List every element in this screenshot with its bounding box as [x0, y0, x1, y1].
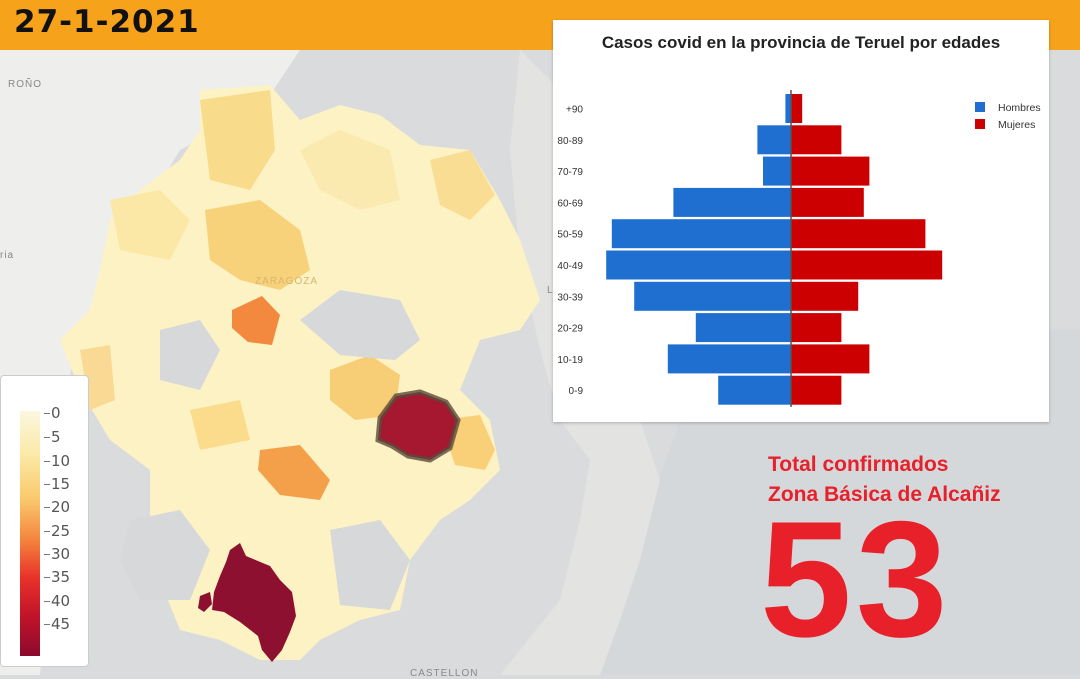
color-scale-gradient	[20, 411, 40, 656]
bar-mujeres-20-29	[791, 313, 842, 343]
legend-tick-label: 20	[51, 498, 71, 516]
bar-hombres-70-79	[763, 156, 791, 186]
legend-label-hombres: Hombres	[998, 102, 1041, 114]
color-scale-legend: 0 5 10 15 20 25 30 35 40 45	[0, 375, 89, 667]
age-pyramid-chart: +90 80-89 70-79 60-69 50-59 40-49 30-39 20-29 10…	[557, 90, 1041, 407]
y-tick-label: 50-59	[557, 230, 583, 241]
bar-mujeres-50-59	[791, 219, 926, 249]
legend-tick-label: 35	[51, 568, 71, 586]
date-label: 27-1-2021	[14, 4, 200, 40]
y-tick-label: 80-89	[557, 136, 583, 147]
bar-hombres-20-29	[695, 313, 791, 343]
legend-tick-label: 5	[51, 428, 61, 446]
y-tick-label: 10-19	[557, 355, 583, 366]
y-tick-label: +90	[566, 105, 583, 116]
legend-swatch-mujeres	[975, 119, 985, 129]
legend-swatch-hombres	[975, 102, 985, 112]
y-tick-label: 20-29	[557, 324, 583, 335]
bar-hombres-60-69	[673, 187, 791, 217]
legend-tick-label: 30	[51, 545, 71, 563]
bar-mujeres-30-39	[791, 281, 859, 311]
legend-tick-label: 40	[51, 592, 71, 610]
bar-hombres-+90	[785, 94, 791, 123]
bar-hombres-10-19	[667, 344, 791, 374]
bar-hombres-40-49	[606, 250, 791, 280]
legend-tick-label: 15	[51, 475, 71, 493]
bar-hombres-80-89	[757, 125, 791, 155]
legend-label-mujeres: Mujeres	[998, 119, 1035, 131]
bar-hombres-50-59	[611, 219, 791, 249]
y-tick-label: 60-69	[557, 198, 583, 209]
total-confirmed-label: Total confirmados	[768, 453, 949, 476]
legend-tick-label: 25	[51, 522, 71, 540]
map-label-bottom: CASTELLON	[410, 668, 479, 679]
bar-mujeres-+90	[791, 94, 803, 123]
map-label-left-edge: ria	[0, 250, 15, 261]
bar-hombres-30-39	[634, 281, 791, 311]
chart-title: Casos covid en la provincia de Teruel po…	[601, 33, 1001, 52]
legend-tick-label: 10	[51, 452, 71, 470]
y-tick-label: 40-49	[557, 261, 583, 272]
health-zone-label: Zona Básica de Alcañiz	[768, 483, 1001, 506]
bar-mujeres-0-9	[791, 375, 842, 405]
map-label-top-left: ROÑO	[8, 79, 42, 90]
y-tick-label: 70-79	[557, 167, 583, 178]
map-label-city: ZARAGOZA	[255, 276, 319, 287]
bar-mujeres-80-89	[791, 125, 842, 155]
bar-hombres-0-9	[718, 375, 791, 405]
bar-mujeres-60-69	[791, 187, 864, 217]
legend-tick-label: 0	[51, 404, 61, 422]
y-tick-label: 30-39	[557, 292, 583, 303]
legend-tick-label: 45	[51, 615, 71, 633]
age-pyramid-chart-panel: Casos covid en la provincia de Teruel po…	[553, 20, 1049, 422]
map-label-right-edge: L	[547, 285, 554, 296]
bar-mujeres-40-49	[791, 250, 943, 280]
bar-mujeres-10-19	[791, 344, 870, 374]
bar-mujeres-70-79	[791, 156, 870, 186]
total-confirmed-value: 53	[760, 487, 952, 671]
y-tick-label: 0-9	[569, 386, 584, 397]
